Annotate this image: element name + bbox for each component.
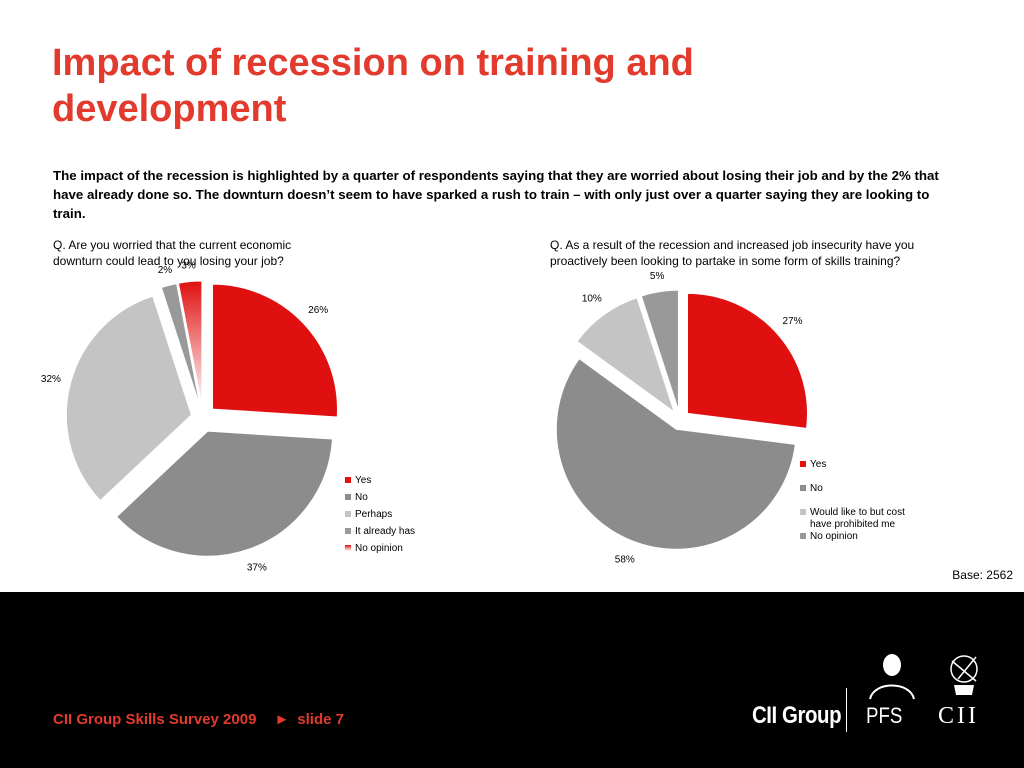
pie-slice-no xyxy=(115,430,334,557)
legend-label-no-opinion: No opinion xyxy=(355,543,403,554)
data-label-it-already-has: 2% xyxy=(158,265,173,276)
pie-slice-no-opinion xyxy=(177,280,203,407)
legend-label-no: No xyxy=(355,492,368,503)
footer-caption: CII Group Skills Survey 2009 ► slide 7 xyxy=(53,711,344,728)
data-label-would-like-to-but-cost-have-prohibited-me: 10% xyxy=(582,294,602,305)
legend-label-no: No xyxy=(810,483,823,494)
pointer-arrow-icon: ► xyxy=(274,711,290,728)
pie-slice-yes xyxy=(211,283,338,418)
cii-group-logo: CII Group xyxy=(752,702,842,729)
legend-swatch-would-like-to-but-cost-have-prohibited-me xyxy=(800,509,806,515)
intro-text: The impact of the recession is highlight… xyxy=(53,168,939,221)
legend-swatch-yes xyxy=(345,477,351,483)
data-label-no: 58% xyxy=(615,554,635,565)
pie-slice-no xyxy=(555,358,796,550)
pie-slice-perhaps xyxy=(65,295,192,502)
pie-charts: 26% 37% 32% 2% 3% Yes No Perhaps It already has N… xyxy=(41,261,905,574)
data-label-no-opinion: 3% xyxy=(181,261,196,272)
data-label-yes: 26% xyxy=(308,305,328,316)
pie-slice-it-already-has xyxy=(160,283,201,407)
pie-slice-would-like-to-but-cost-have-prohibited-me xyxy=(576,297,676,414)
legend-swatch-perhaps xyxy=(345,511,351,517)
pie-slice-no-opinion xyxy=(640,289,679,411)
slide-number: slide 7 xyxy=(297,711,344,728)
pfs-logo: PFS xyxy=(862,651,922,735)
chart-1-question: Q. Are you worried that the current econ… xyxy=(53,238,292,268)
data-label-no: 37% xyxy=(247,563,267,574)
legend-label-it-already-has: It already has xyxy=(355,526,415,537)
legend-swatch-no xyxy=(800,485,806,491)
footer: CII Group Skills Survey 2009 ► slide 7 CII… xyxy=(0,592,1024,768)
legend-swatch-no-opinion xyxy=(345,545,351,551)
cii-crest-icon xyxy=(950,655,978,695)
pfs-logo-text: PFS xyxy=(866,703,903,728)
survey-name: CII Group Skills Survey 2009 xyxy=(53,711,257,728)
legend-label-yes: Yes xyxy=(810,459,826,470)
base-note: Base: 2562 xyxy=(952,568,1013,582)
pfs-figure-icon xyxy=(869,654,915,700)
chart-2-question: Q. As a result of the recession and incr… xyxy=(550,238,915,268)
legend-swatch-no xyxy=(345,494,351,500)
legend-swatch-no-opinion xyxy=(800,533,806,539)
cii-logo-text: CII xyxy=(938,703,979,729)
cii-logo: CII xyxy=(934,651,994,735)
page-title: Impact of recession on training and deve… xyxy=(52,42,694,130)
legend-label-perhaps: Perhaps xyxy=(355,509,392,520)
legend-swatch-it-already-has xyxy=(345,528,351,534)
legend-label-would-like-to-but-cost-have-prohibited-me: Would like to but cost have prohibited me xyxy=(810,507,905,530)
skills-training-pie-chart: 27% 58% 10% 5% Yes No Would like to but cost ha… xyxy=(555,271,905,565)
job-worry-pie-chart: 26% 37% 32% 2% 3% Yes No Perhaps It already has N… xyxy=(41,261,415,574)
data-label-perhaps: 32% xyxy=(41,374,61,385)
data-label-no-opinion: 5% xyxy=(650,271,665,282)
logo-divider xyxy=(846,688,847,732)
legend-label-yes: Yes xyxy=(355,475,371,486)
legend-swatch-yes xyxy=(800,461,806,467)
pie-slice-yes xyxy=(687,292,808,429)
data-label-yes: 27% xyxy=(783,316,803,327)
legend-label-no-opinion: No opinion xyxy=(810,531,858,542)
